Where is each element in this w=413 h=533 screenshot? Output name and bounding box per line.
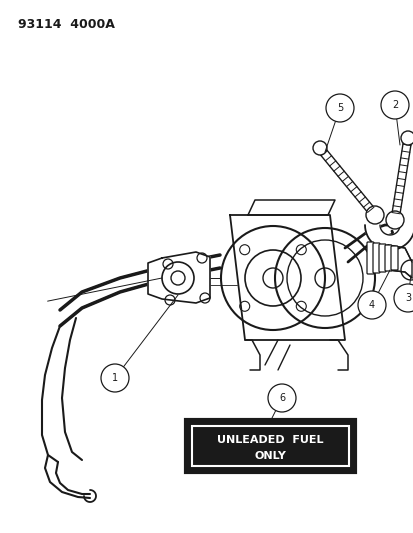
Polygon shape xyxy=(84,490,96,502)
Circle shape xyxy=(325,94,353,122)
FancyBboxPatch shape xyxy=(390,246,397,270)
FancyBboxPatch shape xyxy=(384,245,391,271)
Polygon shape xyxy=(247,200,334,215)
Text: UNLEADED  FUEL: UNLEADED FUEL xyxy=(217,435,323,445)
Text: 1: 1 xyxy=(112,373,118,383)
FancyBboxPatch shape xyxy=(192,426,348,466)
Circle shape xyxy=(101,364,129,392)
Text: 93114  4000A: 93114 4000A xyxy=(18,18,114,31)
Polygon shape xyxy=(387,245,411,278)
Polygon shape xyxy=(316,146,377,217)
FancyBboxPatch shape xyxy=(378,244,385,272)
FancyBboxPatch shape xyxy=(372,243,379,273)
Polygon shape xyxy=(60,255,219,326)
Circle shape xyxy=(267,384,295,412)
Circle shape xyxy=(380,91,408,119)
Polygon shape xyxy=(230,215,344,340)
Polygon shape xyxy=(244,340,259,370)
Polygon shape xyxy=(329,340,347,370)
Circle shape xyxy=(312,141,326,155)
Text: 3: 3 xyxy=(404,293,410,303)
Polygon shape xyxy=(42,318,82,462)
Circle shape xyxy=(400,131,413,145)
Polygon shape xyxy=(344,222,392,262)
FancyBboxPatch shape xyxy=(185,420,354,472)
Circle shape xyxy=(357,291,385,319)
Polygon shape xyxy=(147,252,209,303)
Polygon shape xyxy=(364,225,413,250)
Polygon shape xyxy=(390,138,411,221)
FancyBboxPatch shape xyxy=(366,242,373,274)
Text: 5: 5 xyxy=(336,103,342,113)
Circle shape xyxy=(385,211,403,229)
Circle shape xyxy=(393,284,413,312)
Text: ONLY: ONLY xyxy=(254,450,286,461)
Text: 4: 4 xyxy=(368,300,374,310)
Text: 2: 2 xyxy=(391,100,397,110)
Text: 6: 6 xyxy=(278,393,285,403)
Circle shape xyxy=(365,206,383,224)
